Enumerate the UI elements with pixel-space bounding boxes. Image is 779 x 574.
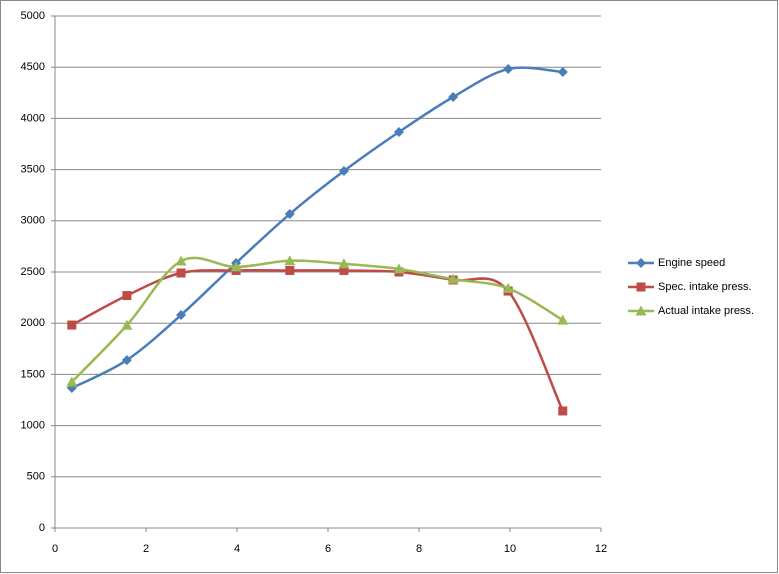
marker <box>284 209 295 220</box>
marker <box>502 282 514 293</box>
x-tick-label: 4 <box>234 543 240 555</box>
marker <box>176 268 186 278</box>
x-tick-label: 8 <box>416 543 422 555</box>
legend-label: Engine speed <box>658 257 725 269</box>
marker <box>557 67 568 78</box>
y-tick-label: 2000 <box>21 317 45 329</box>
y-tick-label: 1000 <box>21 420 45 432</box>
marker <box>447 273 459 284</box>
y-tick-label: 3500 <box>21 164 45 176</box>
marker <box>121 355 132 366</box>
x-tick-label: 12 <box>595 543 607 555</box>
legend-label: Actual intake press. <box>658 305 754 317</box>
marker <box>122 291 132 301</box>
marker <box>338 166 349 177</box>
y-tick-label: 5000 <box>21 10 45 22</box>
series-line <box>71 66 563 390</box>
marker <box>393 127 404 138</box>
marker <box>636 282 646 292</box>
marker <box>67 320 77 330</box>
marker <box>285 265 295 275</box>
marker <box>66 376 78 387</box>
marker <box>503 64 514 75</box>
marker <box>175 255 187 266</box>
y-tick-label: 3000 <box>21 215 45 227</box>
marker <box>338 258 350 269</box>
x-tick-label: 2 <box>143 543 149 555</box>
y-tick-label: 0 <box>39 522 45 534</box>
y-tick-label: 500 <box>27 471 45 483</box>
marker <box>557 314 569 325</box>
marker <box>230 261 242 272</box>
y-tick-label: 1500 <box>21 368 45 380</box>
marker <box>448 91 459 102</box>
x-tick-label: 6 <box>325 543 331 555</box>
y-tick-label: 4500 <box>21 61 45 73</box>
marker <box>339 265 349 275</box>
marker <box>176 310 187 321</box>
marker <box>558 406 568 416</box>
marker <box>635 305 647 316</box>
x-tick-label: 10 <box>504 543 516 555</box>
series-line <box>70 256 564 383</box>
marker <box>393 263 405 274</box>
marker <box>636 258 646 268</box>
y-tick-label: 4000 <box>21 112 45 124</box>
marker <box>121 319 133 330</box>
legend-label: Spec. intake press. <box>658 281 752 293</box>
x-tick-label: 0 <box>52 543 58 555</box>
y-tick-label: 2500 <box>21 266 45 278</box>
marker <box>284 255 296 266</box>
